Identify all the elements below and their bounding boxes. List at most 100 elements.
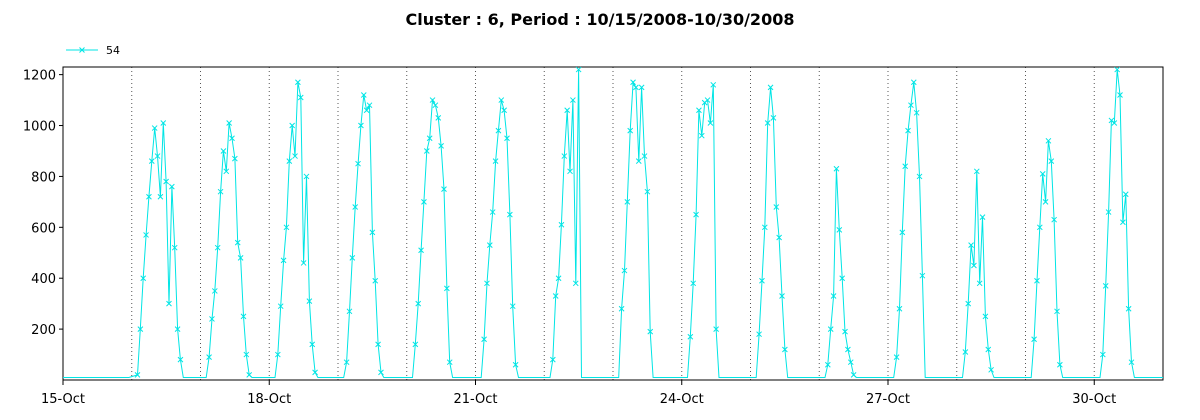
data-point xyxy=(850,372,857,378)
data-point xyxy=(312,369,318,376)
data-point xyxy=(507,211,513,218)
data-point xyxy=(965,300,972,307)
data-point xyxy=(1057,361,1063,368)
data-point xyxy=(767,84,774,91)
data-point xyxy=(426,135,433,142)
data-point xyxy=(833,165,840,172)
y-tick-label: 400 xyxy=(31,272,56,287)
data-point xyxy=(166,300,172,307)
data-point xyxy=(283,224,290,231)
data-point xyxy=(979,214,986,220)
data-point xyxy=(226,120,232,126)
data-point xyxy=(1120,219,1126,226)
data-point xyxy=(962,349,969,355)
data-point xyxy=(412,341,419,348)
data-point xyxy=(415,300,422,307)
data-point xyxy=(552,293,559,299)
data-point xyxy=(988,366,994,373)
data-point xyxy=(761,224,768,231)
data-point xyxy=(776,234,782,241)
data-point xyxy=(908,102,914,109)
y-tick-label: 200 xyxy=(31,323,56,338)
data-point xyxy=(277,303,284,310)
data-point xyxy=(704,97,711,103)
data-point xyxy=(177,356,184,363)
data-point xyxy=(971,262,977,269)
data-point xyxy=(484,280,490,287)
data-point xyxy=(1111,120,1118,126)
data-point xyxy=(280,257,287,264)
data-point xyxy=(916,173,923,180)
data-point xyxy=(429,97,436,103)
data-point xyxy=(360,92,367,98)
x-tick-label: 18-Oct xyxy=(247,392,291,407)
data-point xyxy=(220,148,227,154)
data-point xyxy=(286,158,293,165)
data-point xyxy=(174,326,181,332)
data-point xyxy=(1102,282,1109,289)
data-point xyxy=(1054,308,1060,315)
data-point xyxy=(495,127,502,134)
data-point xyxy=(306,298,313,304)
data-point xyxy=(355,160,361,167)
data-point xyxy=(375,341,381,348)
data-point xyxy=(492,158,499,165)
data-point xyxy=(839,275,846,282)
data-point xyxy=(1114,66,1121,73)
data-point xyxy=(1128,359,1135,366)
data-point xyxy=(830,293,837,299)
data-point xyxy=(352,204,359,210)
y-tick-label: 1200 xyxy=(23,69,56,84)
data-point xyxy=(421,199,427,205)
data-point xyxy=(232,155,238,162)
data-point xyxy=(1048,158,1055,165)
data-point xyxy=(512,361,519,368)
data-point xyxy=(441,186,447,192)
series-line-54 xyxy=(63,69,1163,378)
data-point xyxy=(303,173,310,180)
data-point xyxy=(690,280,697,287)
data-point xyxy=(982,313,989,320)
data-point xyxy=(504,135,510,142)
data-point xyxy=(555,275,562,282)
data-point xyxy=(827,326,834,332)
data-point xyxy=(378,369,384,376)
data-point xyxy=(558,221,565,228)
grid-lines xyxy=(131,67,1095,380)
data-point xyxy=(627,127,634,134)
data-point xyxy=(223,168,230,175)
data-point xyxy=(237,255,244,261)
data-point xyxy=(214,244,221,251)
data-point xyxy=(438,143,444,149)
data-point xyxy=(1105,209,1112,215)
data-point xyxy=(905,127,911,134)
data-point xyxy=(243,351,250,358)
data-point xyxy=(297,94,304,101)
data-point xyxy=(570,97,576,103)
data-point xyxy=(1036,224,1043,231)
data-point xyxy=(292,153,298,159)
data-point xyxy=(638,84,645,91)
series-group xyxy=(63,66,1163,378)
data-point xyxy=(1042,199,1049,205)
data-point xyxy=(847,359,854,366)
data-point xyxy=(154,153,161,159)
data-point xyxy=(446,359,453,366)
data-point xyxy=(229,135,235,142)
x-tick-label: 15-Oct xyxy=(41,392,85,407)
y-tick-label: 800 xyxy=(31,170,56,185)
data-point xyxy=(1125,305,1132,312)
data-point xyxy=(698,132,705,139)
data-point xyxy=(366,102,373,109)
data-point xyxy=(896,305,903,312)
data-point xyxy=(501,107,507,114)
legend-marker xyxy=(79,47,85,53)
data-point xyxy=(209,316,215,322)
data-point xyxy=(647,328,654,335)
x-tick-label: 27-Oct xyxy=(866,392,910,407)
data-point xyxy=(143,232,149,238)
data-point xyxy=(696,107,702,114)
data-point xyxy=(246,372,253,378)
data-point xyxy=(1034,277,1040,284)
